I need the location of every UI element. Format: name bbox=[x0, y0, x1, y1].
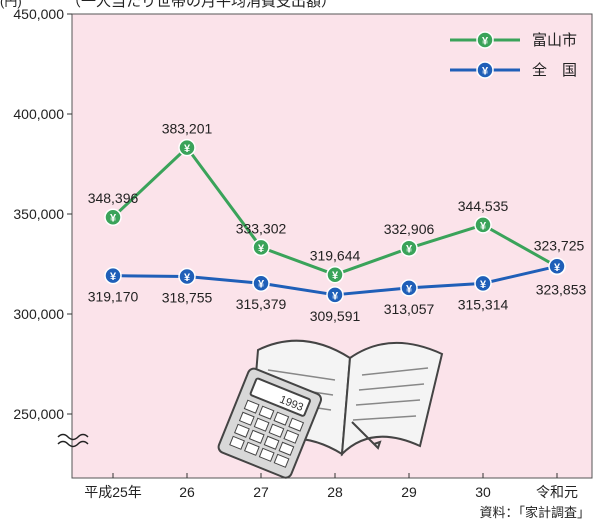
header-title-fragment: （一人当たり世帯の月平均消費支出額） bbox=[66, 0, 336, 10]
data-label: 333,302 bbox=[236, 220, 287, 236]
svg-text:¥: ¥ bbox=[258, 279, 265, 291]
svg-text:¥: ¥ bbox=[406, 283, 413, 295]
data-label: 344,535 bbox=[458, 198, 509, 214]
data-point-marker: ¥ bbox=[474, 274, 492, 293]
data-point-marker: ¥ bbox=[178, 267, 196, 286]
data-point-marker: ¥ bbox=[326, 286, 344, 304]
legend-item: ¥ 全 国 bbox=[450, 61, 577, 79]
data-point-marker: ¥ bbox=[400, 239, 418, 257]
svg-text:¥: ¥ bbox=[184, 272, 191, 284]
y-tick-label: 300,000 bbox=[13, 306, 64, 322]
svg-text:¥: ¥ bbox=[332, 290, 339, 302]
y-tick-label: 450,000 bbox=[13, 6, 64, 22]
data-point-marker: ¥ bbox=[178, 138, 196, 157]
x-tick-label: 29 bbox=[401, 484, 417, 500]
data-label: 323,853 bbox=[536, 281, 587, 297]
svg-text:¥: ¥ bbox=[110, 213, 117, 225]
x-tick-label: 27 bbox=[253, 484, 269, 500]
legend: ¥ 富山市 ¥ 全 国 bbox=[450, 31, 577, 79]
series-layer: ¥¥¥¥¥¥¥¥¥¥¥¥¥¥ bbox=[104, 138, 566, 304]
legend-label: 富山市 bbox=[532, 31, 577, 49]
data-point-marker: ¥ bbox=[474, 216, 492, 234]
data-label: 313,057 bbox=[384, 301, 435, 317]
data-label: 309,591 bbox=[310, 308, 361, 324]
svg-text:¥: ¥ bbox=[554, 262, 561, 274]
source-note: 資料：「家計調査」 bbox=[479, 505, 590, 520]
data-label: 348,396 bbox=[88, 190, 139, 206]
unit-label: (円) bbox=[0, 0, 22, 9]
svg-text:¥: ¥ bbox=[258, 243, 265, 255]
data-point-marker: ¥ bbox=[104, 266, 122, 285]
x-tick-label: 26 bbox=[179, 484, 195, 500]
data-label: 323,725 bbox=[534, 238, 585, 254]
y-tick-label: 350,000 bbox=[13, 206, 64, 222]
data-label: 383,201 bbox=[162, 121, 213, 137]
y-tick-label: 250,000 bbox=[13, 406, 64, 422]
x-tick-label: 令和元 bbox=[536, 484, 578, 500]
svg-text:¥: ¥ bbox=[480, 279, 487, 291]
data-label: 332,906 bbox=[384, 221, 435, 237]
data-point-marker: ¥ bbox=[252, 274, 270, 292]
data-label: 315,379 bbox=[236, 296, 287, 312]
data-point-marker: ¥ bbox=[548, 257, 566, 276]
legend-label: 全 国 bbox=[532, 61, 577, 79]
svg-text:¥: ¥ bbox=[406, 244, 413, 256]
svg-text:¥: ¥ bbox=[332, 270, 339, 282]
data-point-marker: ¥ bbox=[400, 279, 418, 297]
data-point-marker: ¥ bbox=[104, 208, 122, 226]
svg-text:¥: ¥ bbox=[110, 271, 117, 283]
y-axis: 450,000 400,000 350,000 300,000 250,000 bbox=[13, 6, 72, 422]
x-tick-label: 平成25年 bbox=[84, 484, 142, 500]
legend-item: ¥ 富山市 bbox=[450, 31, 577, 49]
data-label: 319,644 bbox=[310, 248, 361, 264]
data-label: 318,755 bbox=[162, 289, 213, 305]
svg-text:¥: ¥ bbox=[184, 143, 191, 155]
data-point-marker: ¥ bbox=[252, 238, 270, 257]
x-tick-label: 30 bbox=[475, 484, 491, 500]
data-point-marker: ¥ bbox=[326, 265, 344, 284]
book-calculator-illustration: 1993 bbox=[217, 339, 444, 479]
svg-text:¥: ¥ bbox=[482, 36, 489, 48]
axis-break-mark bbox=[57, 433, 89, 448]
svg-text:¥: ¥ bbox=[480, 220, 487, 232]
data-label: 315,314 bbox=[458, 296, 509, 312]
x-tick-label: 28 bbox=[327, 484, 343, 500]
x-axis: 平成25年 26 27 28 29 30 令和元 bbox=[84, 473, 578, 500]
data-label: 319,170 bbox=[88, 289, 139, 305]
y-tick-label: 400,000 bbox=[13, 106, 64, 122]
data-labels: 348,396 383,201 333,302 319,644 332,906 344,5… bbox=[88, 121, 587, 324]
svg-text:¥: ¥ bbox=[482, 66, 489, 78]
